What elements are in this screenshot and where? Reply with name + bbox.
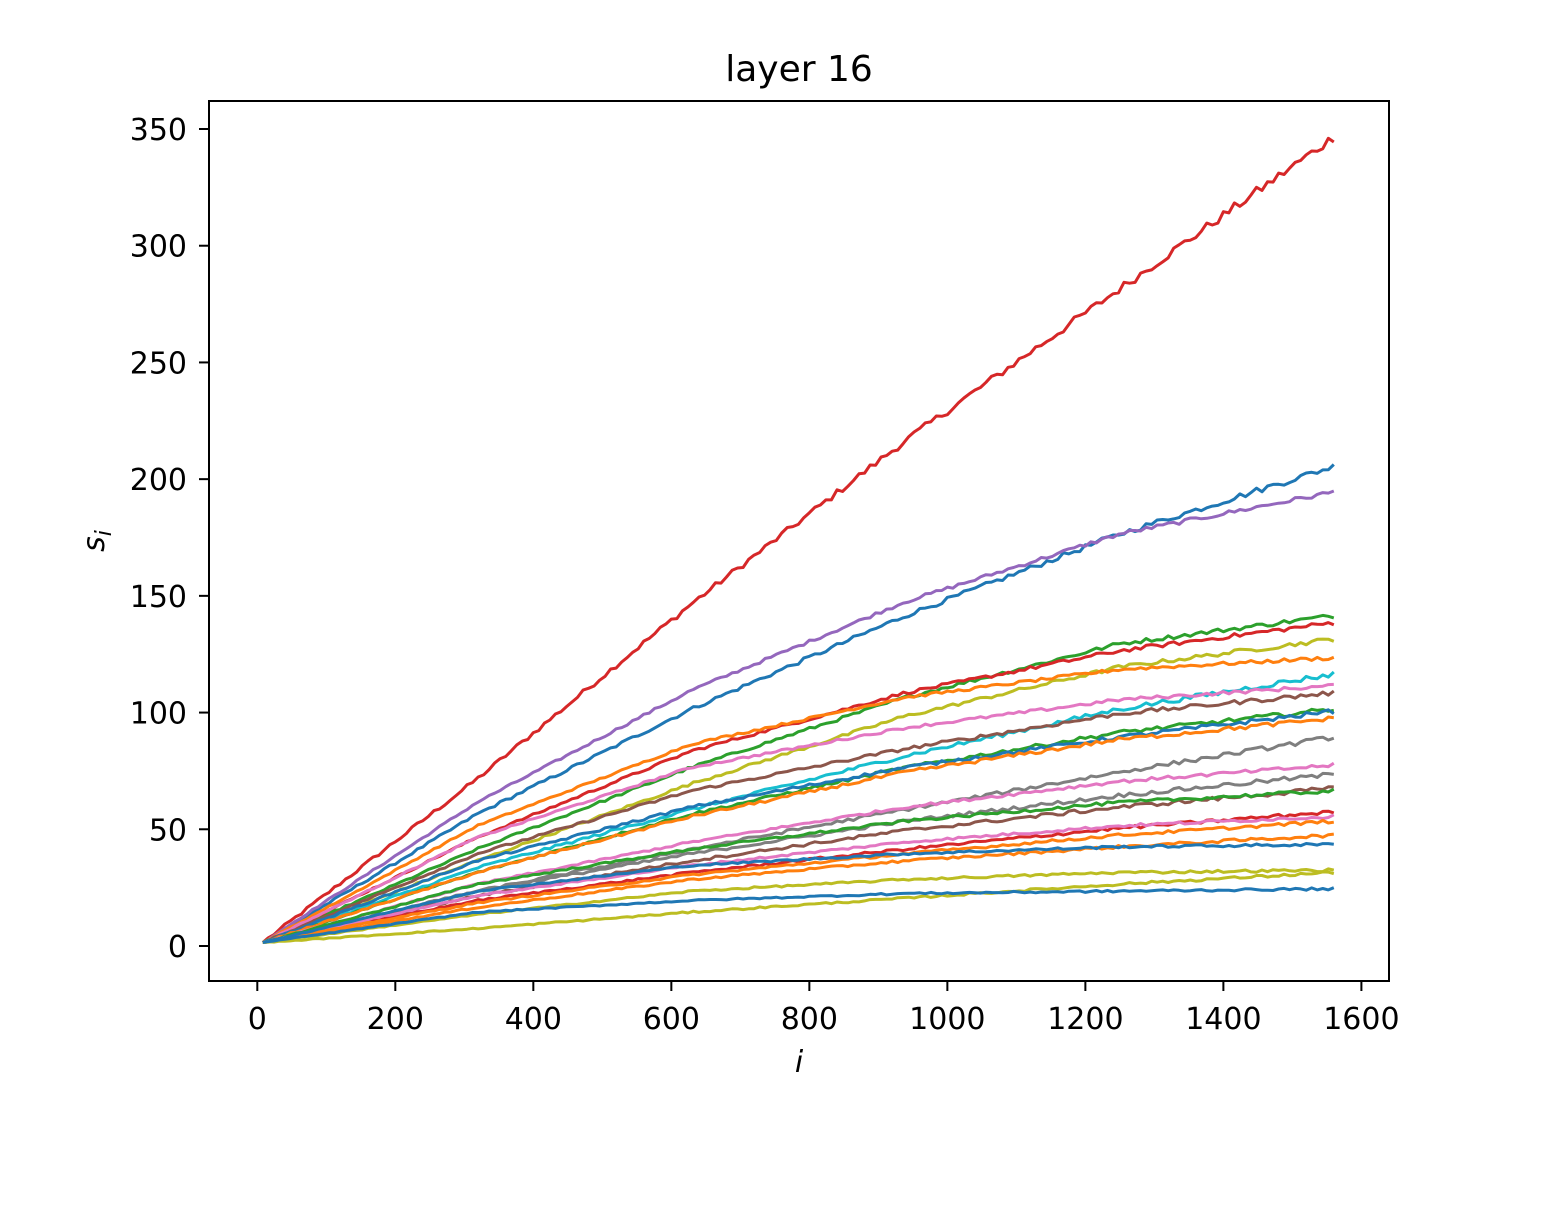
series-line-4 [262, 613, 1335, 944]
series-line-7 [262, 655, 1335, 944]
x-axis: 0 200 400 600 800 1000 1200 1400 1600 [248, 981, 1400, 1037]
y-tick-label: 250 [130, 346, 187, 381]
y-tick-label: 350 [130, 113, 187, 148]
x-tick-label: 1200 [1047, 1002, 1123, 1037]
y-tick-label: 50 [149, 813, 187, 848]
x-tick-label: 400 [505, 1002, 562, 1037]
series-line-18 [262, 787, 1335, 944]
series-line-20 [262, 813, 1335, 944]
series-line-1 [261, 136, 1335, 944]
y-axis-label: si [77, 530, 117, 552]
series-line-8 [262, 670, 1335, 944]
series-line-13 [262, 715, 1334, 944]
x-axis-label: i [795, 1045, 804, 1080]
plot-frame [208, 100, 1390, 982]
x-tick-label: 0 [248, 1002, 267, 1037]
y-axis-label-subscript: i [92, 530, 117, 536]
x-tick-label: 1000 [909, 1002, 985, 1037]
series-line-10 [262, 689, 1335, 944]
series-line-23 [262, 842, 1334, 944]
x-tick-label: 1600 [1323, 1002, 1399, 1037]
x-tick-label: 1400 [1185, 1002, 1261, 1037]
y-axis: 0 50 100 150 200 250 300 350 [130, 113, 209, 965]
y-tick-label: 200 [130, 463, 187, 498]
series-line-25 [262, 870, 1335, 944]
series-line-12 [262, 708, 1335, 944]
y-axis-label-main: s [77, 536, 112, 552]
y-tick-label: 150 [130, 580, 187, 615]
x-tick-label: 600 [643, 1002, 700, 1037]
series-layer [261, 136, 1335, 944]
series-line-24 [262, 867, 1335, 944]
chart-title: layer 16 [725, 49, 873, 90]
series-line-26 [262, 886, 1335, 944]
y-tick-label: 300 [130, 230, 187, 265]
series-line-9 [262, 682, 1334, 944]
series-line-3 [262, 489, 1335, 944]
series-line-2 [262, 463, 1335, 944]
x-tick-label: 200 [367, 1002, 424, 1037]
series-line-21 [262, 818, 1335, 944]
y-tick-label: 0 [168, 930, 187, 965]
y-tick-label: 100 [130, 697, 187, 732]
x-tick-label: 800 [781, 1002, 838, 1037]
